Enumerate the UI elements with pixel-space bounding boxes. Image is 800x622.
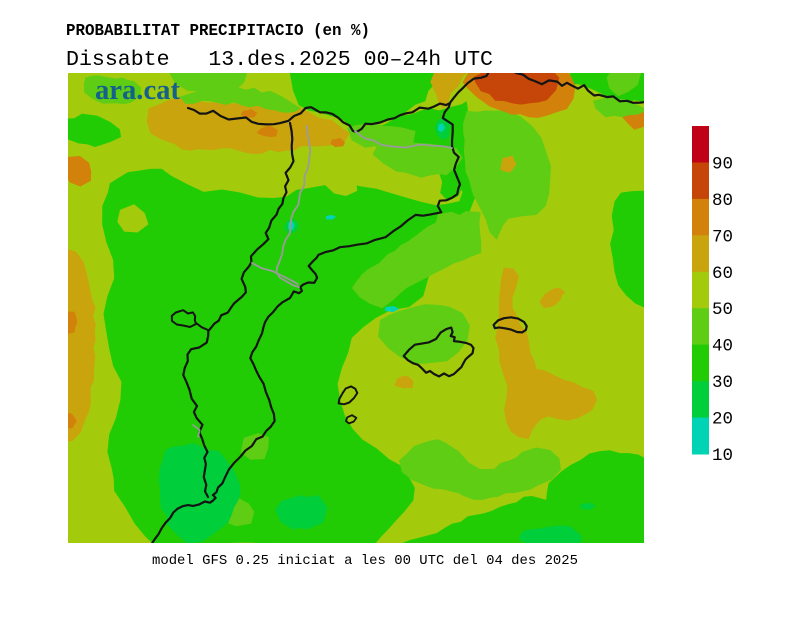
svg-text:20: 20 bbox=[712, 410, 733, 430]
svg-text:50: 50 bbox=[712, 300, 733, 320]
svg-text:Dissabte 13.des.2025 00–24h: Dissabte 13.des.2025 00–24h UTC bbox=[66, 48, 493, 72]
svg-text:ara.cat: ara.cat bbox=[95, 75, 181, 106]
svg-text:model GFS 0.25 iniciat a les 0: model GFS 0.25 iniciat a les 00 UTC del … bbox=[152, 553, 578, 569]
svg-text:70: 70 bbox=[712, 227, 733, 247]
svg-text:40: 40 bbox=[712, 337, 733, 357]
svg-text:90: 90 bbox=[712, 154, 733, 174]
svg-text:10: 10 bbox=[712, 446, 733, 466]
svg-text:80: 80 bbox=[712, 191, 733, 211]
svg-text:30: 30 bbox=[712, 373, 733, 393]
svg-text:60: 60 bbox=[712, 264, 733, 284]
svg-text:PROBABILITAT PRECIPITACIO (en: PROBABILITAT PRECIPITACIO (en %) bbox=[66, 21, 370, 40]
